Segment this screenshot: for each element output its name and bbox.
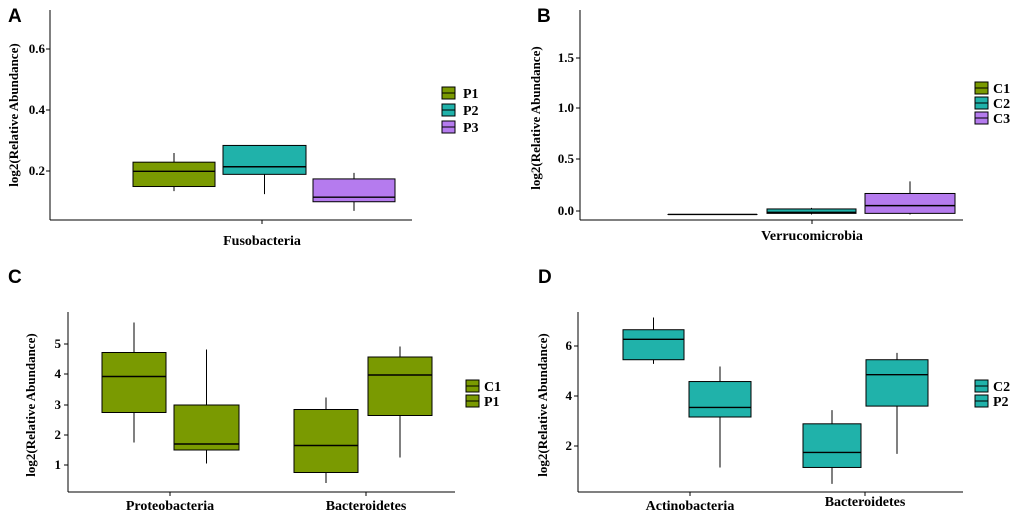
panel-letter-a: A: [8, 6, 22, 27]
panel-d-p2-actinobacteria-iqr: [688, 381, 752, 418]
panel-b-category-label-1: Verrucomicrobia: [761, 229, 863, 244]
panel-c-p1-proteobacteria-box: [173, 349, 240, 464]
panel-d-ytick-label-2: 4: [566, 388, 573, 403]
legend-label-p3: P3: [463, 121, 479, 136]
panel-b-c2-verrucomicrobia-box: [766, 207, 857, 215]
panel-a-p1-fusobacteria-box: [132, 153, 216, 192]
panel-a-boxes: [132, 144, 396, 211]
legend-label-c3: C3: [993, 112, 1010, 127]
panel-c-c1-bacteroidetes-iqr: [293, 409, 359, 473]
panel-c-p1-bacteroidetes-iqr: [367, 356, 433, 416]
panel-d-p2-bacteroidetes-box: [865, 352, 929, 454]
panel-letter-c: C: [8, 267, 22, 288]
panel-b-c3-verrucomicrobia-box: [864, 181, 956, 215]
panel-b-c3-verrucomicrobia-iqr: [864, 192, 956, 214]
panel-c-ytick-label-1: 1: [55, 457, 62, 472]
panel-b-ytick-label-4: 1.5: [558, 50, 575, 65]
panel-d: D log2(Relative Abundance) 2 4 6 Actinob…: [535, 267, 1010, 514]
panel-a-ytick-label-3: 0.6: [29, 41, 46, 56]
legend-label-p1: P1: [463, 87, 479, 102]
panel-d-boxes: [622, 317, 929, 484]
panel-c-category-label-2: Bacteroidetes: [326, 499, 407, 514]
panel-d-y-title: log2(Relative Abundance): [535, 333, 550, 476]
panel-b-boxes: [667, 181, 956, 216]
panel-b-legend: C1 C2 C3: [974, 81, 1010, 127]
panel-a-legend: P1 P2 P3: [441, 86, 479, 136]
panel-c-y-title: log2(Relative Abundance): [23, 333, 38, 476]
panel-a: A log2(Relative Abundance) 0.2 0.4 0.6 F…: [6, 6, 479, 249]
panel-a-p2-fusobacteria-box: [222, 144, 307, 195]
panel-c-ytick-label-2: 2: [55, 427, 62, 442]
panel-d-c2-actinobacteria-box: [622, 317, 685, 364]
panel-c-ytick-label-4: 4: [55, 366, 62, 381]
panel-d-p2-actinobacteria-box: [688, 366, 752, 468]
panel-b-ytick-label-2: 0.5: [558, 151, 575, 166]
legend-label-c1: C1: [993, 82, 1010, 97]
legend-label-c2: C2: [993, 97, 1010, 112]
panel-d-legend: C2 P2: [974, 379, 1010, 410]
panel-c-c1-proteobacteria-iqr: [101, 352, 167, 413]
panel-d-p2-bacteroidetes-iqr: [865, 359, 929, 407]
panel-d-ytick-label-3: 6: [566, 338, 573, 353]
legend-label-p1: P1: [484, 395, 500, 410]
panel-a-p3-fusobacteria-box: [312, 172, 396, 211]
panel-d-c2-actinobacteria-iqr: [622, 329, 685, 361]
legend-label-p2: P2: [463, 104, 479, 119]
panel-d-c2-bacteroidetes-iqr: [802, 423, 862, 468]
panel-c: C log2(Relative Abundance) 1 2 3 4 5 Pro…: [8, 267, 501, 514]
panel-b: B log2(Relative Abundance) 0.0 0.5 1.0 1…: [528, 6, 1010, 244]
panel-a-ytick-label-2: 0.4: [29, 102, 46, 117]
panel-c-p1-proteobacteria-iqr: [173, 404, 240, 451]
panel-c-p1-bacteroidetes-box: [367, 346, 433, 458]
panel-c-category-label-1: Proteobacteria: [126, 499, 214, 514]
legend-label-c2: C2: [993, 380, 1010, 395]
panel-b-c2-verrucomicrobia-iqr: [766, 208, 857, 214]
panel-b-y-title: log2(Relative Abundance): [528, 46, 543, 189]
panel-b-ytick-label-1: 0.0: [558, 203, 574, 218]
legend-label-c1: C1: [484, 380, 501, 395]
panel-c-boxes: [101, 322, 433, 483]
panel-letter-b: B: [537, 6, 551, 27]
panel-c-c1-bacteroidetes-box: [293, 397, 359, 483]
panel-c-c1-proteobacteria-box: [101, 322, 167, 443]
panel-a-y-title: log2(Relative Abundance): [6, 43, 21, 186]
panel-a-p2-fusobacteria-iqr: [222, 144, 307, 175]
panel-a-ytick-label-1: 0.2: [29, 163, 45, 178]
legend-label-p2: P2: [993, 395, 1009, 410]
panel-c-ytick-label-3: 3: [55, 397, 62, 412]
panel-letter-d: D: [538, 267, 552, 288]
panel-b-ytick-label-3: 1.0: [558, 100, 574, 115]
panel-c-legend: C1 P1: [465, 379, 501, 410]
panel-d-category-label-2: Bacteroidetes: [825, 495, 906, 510]
panel-a-p1-fusobacteria-iqr: [132, 161, 216, 188]
panel-d-ytick-label-1: 2: [566, 438, 573, 453]
panel-a-p3-fusobacteria-iqr: [312, 178, 396, 203]
panel-d-category-label-1: Actinobacteria: [646, 499, 735, 514]
panel-c-ytick-label-5: 5: [55, 336, 62, 351]
panel-a-category-label-1: Fusobacteria: [223, 234, 301, 249]
panel-d-c2-bacteroidetes-box: [802, 410, 862, 484]
